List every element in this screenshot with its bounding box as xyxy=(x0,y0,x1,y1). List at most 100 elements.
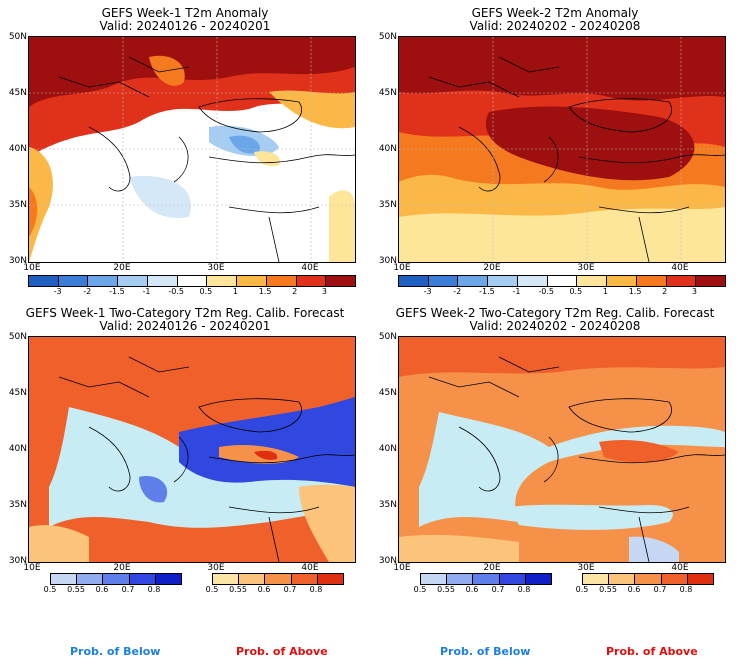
colorbar-label: 0.8 xyxy=(147,585,161,594)
colorbar-label: 0.5 xyxy=(199,287,213,296)
lon-tick: 10E xyxy=(393,563,411,573)
colorbar-swatch xyxy=(458,276,489,286)
colorbar-swatch xyxy=(499,574,526,584)
lat-tick: 35N xyxy=(8,500,27,510)
lon-tick: 40E xyxy=(301,563,319,573)
lat-tick: 45N xyxy=(378,88,397,98)
colorbar-swatch xyxy=(266,276,297,286)
colorbar-swatch xyxy=(421,574,448,584)
anomaly-colorbar xyxy=(398,275,726,287)
colorbar-label: 1.5 xyxy=(258,287,272,296)
colorbar-swatch xyxy=(51,574,78,584)
lat-tick: 45N xyxy=(378,388,397,398)
lat-tick: 50N xyxy=(8,32,27,42)
colorbar-label: 0.55 xyxy=(229,585,247,594)
anomaly-colorbar xyxy=(28,275,356,287)
colorbar-swatch xyxy=(103,574,130,584)
lon-tick: 20E xyxy=(483,263,501,273)
colorbar-swatch xyxy=(547,276,578,286)
below-colorbar-labels: 0.5 0.55 0.6 0.7 0.8 xyxy=(44,585,180,595)
map-week2-probability xyxy=(398,336,726,563)
colorbar-label: 1 xyxy=(232,287,238,296)
lat-tick: 30N xyxy=(8,556,27,566)
panel-valid: Valid: 20240202 - 20240208 xyxy=(469,319,641,333)
colorbar-swatch xyxy=(265,574,292,584)
colorbar-swatch xyxy=(239,574,266,584)
below-colorbar xyxy=(50,573,182,585)
colorbar-label: 3 xyxy=(691,287,697,296)
colorbar-swatch xyxy=(155,574,182,584)
lat-tick: 30N xyxy=(378,556,397,566)
colorbar-label: -1 xyxy=(512,287,521,296)
map-week2-anomaly xyxy=(398,36,726,263)
anomaly-colorbar-labels: -3 -2 -1.5 -1 -0.5 0.5 1 1.5 2 3 xyxy=(28,287,354,297)
prob-below-title: Prob. of Below xyxy=(70,645,161,658)
lon-tick: 20E xyxy=(483,563,501,573)
anomaly-colorbar-labels: -3 -2 -1.5 -1 -0.5 0.5 1 1.5 2 3 xyxy=(398,287,724,297)
colorbar-label: 0.8 xyxy=(679,585,693,594)
colorbar-swatch xyxy=(88,276,119,286)
lon-tick: 40E xyxy=(671,563,689,573)
colorbar-label: -0.5 xyxy=(168,287,184,296)
lat-tick: 50N xyxy=(378,332,397,342)
prob-above-title: Prob. of Above xyxy=(606,645,698,658)
colorbar-swatch xyxy=(296,276,327,286)
map-week1-anomaly xyxy=(28,36,356,263)
colorbar-swatch xyxy=(696,276,726,286)
lat-tick: 50N xyxy=(378,32,397,42)
lat-tick: 40N xyxy=(8,444,27,454)
colorbar-label: 0.5 xyxy=(569,287,583,296)
colorbar-swatch xyxy=(447,574,474,584)
colorbar-swatch xyxy=(488,276,518,286)
colorbar-swatch xyxy=(147,276,178,286)
colorbar-swatch xyxy=(213,574,240,584)
colorbar-label: 0.6 xyxy=(627,585,641,594)
panel-week1-probability: GEFS Week-1 Two-Category T2m Reg. Calib.… xyxy=(0,300,370,662)
colorbar-swatch xyxy=(58,276,89,286)
colorbar-label: 0.55 xyxy=(437,585,455,594)
colorbar-label: 0.5 xyxy=(43,585,57,594)
colorbar-swatch xyxy=(317,574,344,584)
colorbar-swatch xyxy=(609,574,636,584)
above-colorbar-labels: 0.5 0.55 0.6 0.7 0.8 xyxy=(576,585,712,595)
lat-tick: 45N xyxy=(8,388,27,398)
colorbar-label: 0.7 xyxy=(491,585,505,594)
lat-tick: 40N xyxy=(8,144,27,154)
lat-tick: 35N xyxy=(378,500,397,510)
colorbar-swatch xyxy=(517,276,548,286)
colorbar-label: -2 xyxy=(453,287,462,296)
colorbar-label: 0.55 xyxy=(599,585,617,594)
lon-tick: 10E xyxy=(23,563,41,573)
lon-tick: 10E xyxy=(23,263,41,273)
lat-tick: 35N xyxy=(378,200,397,210)
panel-week1-anomaly: GEFS Week-1 T2m Anomaly Valid: 20240126 … xyxy=(0,0,370,300)
lat-tick: 30N xyxy=(378,256,397,266)
colorbar-label: 0.5 xyxy=(205,585,219,594)
colorbar-label: 0.8 xyxy=(517,585,531,594)
colorbar-label: -1.5 xyxy=(479,287,495,296)
panel-title: GEFS Week-2 Two-Category T2m Reg. Calib.… xyxy=(395,306,715,320)
lon-tick: 10E xyxy=(393,263,411,273)
lat-tick: 40N xyxy=(378,444,397,454)
colorbar-label: 3 xyxy=(321,287,327,296)
lon-tick: 30E xyxy=(577,563,595,573)
lon-tick: 30E xyxy=(207,563,225,573)
above-colorbar xyxy=(582,573,714,585)
prob-above-title: Prob. of Above xyxy=(236,645,328,658)
panel-title: GEFS Week-2 T2m Anomaly xyxy=(471,6,639,20)
colorbar-label: 0.7 xyxy=(121,585,135,594)
colorbar-label: -2 xyxy=(83,287,92,296)
colorbar-swatch xyxy=(635,574,662,584)
lat-tick: 40N xyxy=(378,144,397,154)
colorbar-swatch xyxy=(207,276,238,286)
colorbar-swatch xyxy=(666,276,697,286)
colorbar-swatch xyxy=(129,574,156,584)
lat-tick: 35N xyxy=(8,200,27,210)
map-week1-probability xyxy=(28,336,356,563)
prob-below-title: Prob. of Below xyxy=(440,645,531,658)
colorbar-label: 0.55 xyxy=(67,585,85,594)
colorbar-label: -3 xyxy=(53,287,62,296)
colorbar-swatch xyxy=(326,276,356,286)
panel-valid: Valid: 20240126 - 20240201 xyxy=(99,319,271,333)
lat-tick: 50N xyxy=(8,332,27,342)
